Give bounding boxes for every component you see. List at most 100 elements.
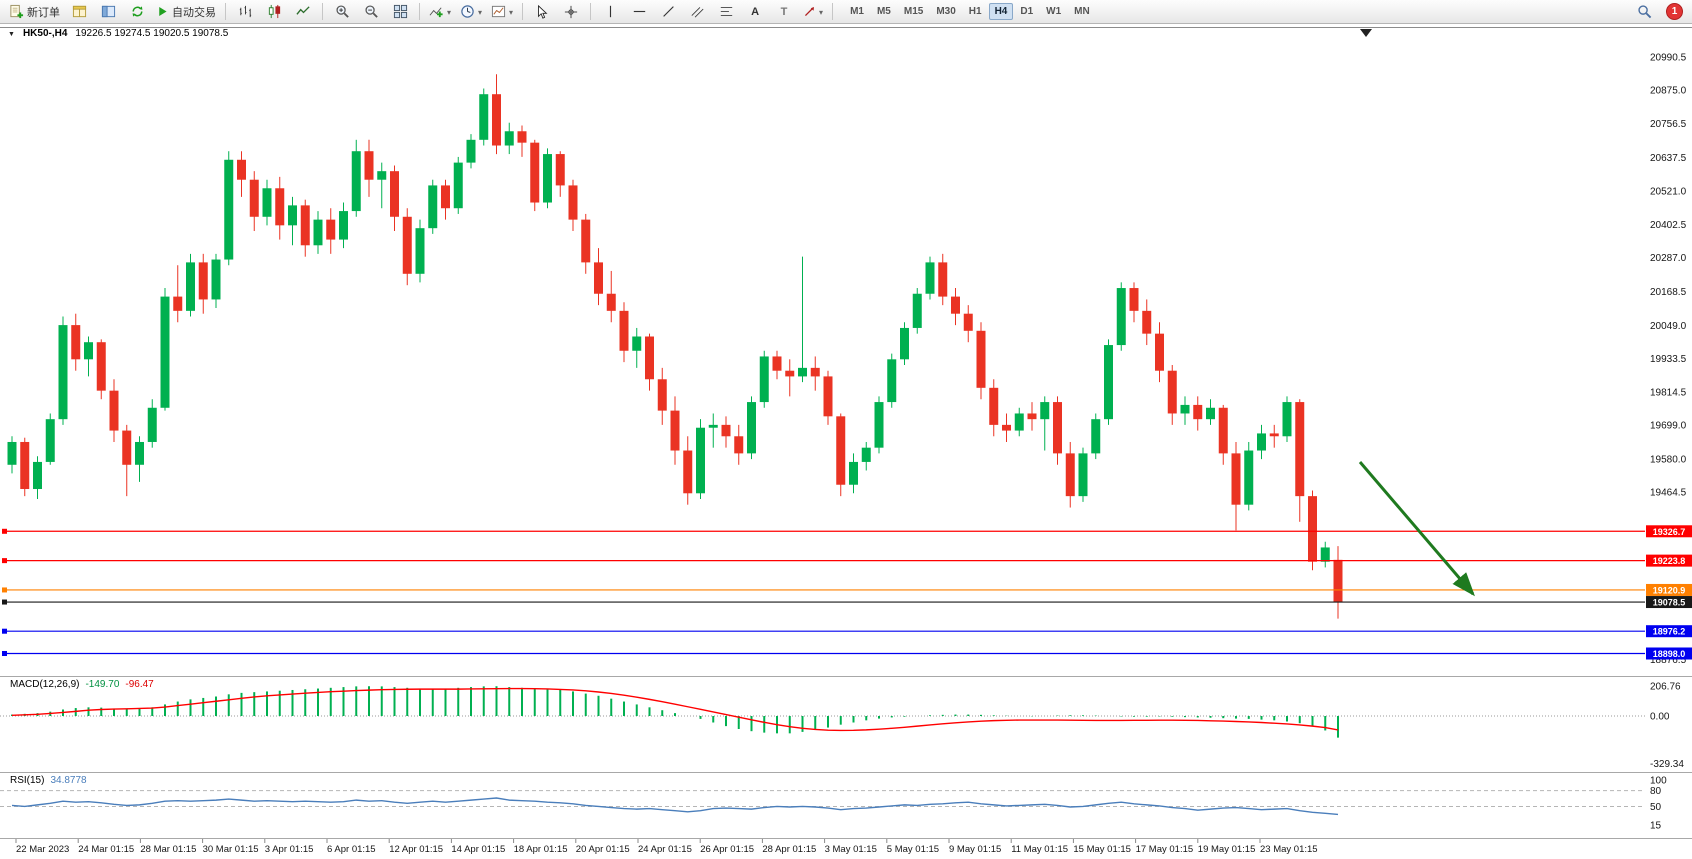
chart-symbol-period: HK50-,H4 (22, 28, 68, 39)
indicators-button[interactable] (425, 1, 455, 23)
svg-text:-329.34: -329.34 (1650, 759, 1684, 770)
new-order-button[interactable]: 新订单 (5, 1, 64, 23)
channel-tool-button[interactable] (683, 1, 711, 23)
svg-text:20168.5: 20168.5 (1650, 287, 1687, 298)
svg-text:100: 100 (1650, 776, 1667, 787)
timeframe-m15[interactable]: M15 (903, 6, 924, 17)
toolbar-right-group: 1 (1630, 1, 1687, 23)
market-watch-button[interactable] (65, 1, 93, 23)
macd-main-value: -149.70 (85, 679, 120, 690)
macd-label: MACD(12,26,9) -149.70 -96.47 (10, 679, 154, 690)
bar-chart-icon (239, 5, 251, 18)
trendline-icon (662, 6, 674, 17)
macd-pane: 206.76 0.00 -329.34 (0, 682, 1684, 770)
timeframe-m30[interactable]: M30 (936, 6, 956, 17)
new-order-icon (10, 4, 24, 19)
macd-signal-value: -96.47 (125, 679, 154, 690)
arrows-tool-button[interactable] (799, 1, 827, 23)
navigator-button[interactable] (94, 1, 122, 23)
chart-canvas[interactable]: 20990.5 20875.0 20756.5 20637.5 20521.0 20402… (0, 24, 1692, 859)
chart-title-bar: HK50-,H4 19226.5 19274.5 19020.5 19078.5 (8, 28, 228, 39)
crosshair-button[interactable] (557, 1, 585, 23)
svg-text:12 Apr 01:15: 12 Apr 01:15 (389, 844, 443, 855)
svg-text:15: 15 (1650, 820, 1662, 831)
auto-trading-button[interactable]: 自动交易 (152, 1, 220, 23)
svg-text:19120.9: 19120.9 (1653, 585, 1686, 595)
vertical-line-icon (609, 5, 611, 18)
svg-text:19223.8: 19223.8 (1653, 556, 1686, 566)
dropdown-caret-icon (447, 6, 451, 18)
svg-text:6 Apr 01:15: 6 Apr 01:15 (327, 844, 376, 855)
text-tool-button[interactable] (741, 1, 769, 23)
timeframe-mn[interactable]: MN (1074, 6, 1090, 17)
cursor-icon (538, 4, 548, 19)
indicators-icon (429, 7, 443, 18)
fibonacci-tool-button[interactable] (712, 1, 740, 23)
svg-text:50: 50 (1650, 802, 1662, 813)
svg-text:19464.5: 19464.5 (1650, 488, 1687, 499)
templates-button[interactable] (487, 1, 517, 23)
rsi-label: RSI(15) 34.8778 (10, 775, 87, 786)
hline-handle[interactable] (2, 628, 7, 634)
timeframe-h1[interactable]: H1 (968, 6, 982, 17)
trend-arrow[interactable] (1358, 461, 1475, 597)
price-axis: 20990.5 20875.0 20756.5 20637.5 20521.0 20402… (1650, 53, 1687, 667)
timeframe-h4[interactable]: H4 (988, 3, 1014, 20)
templates-icon (491, 5, 506, 18)
svg-text:20049.0: 20049.0 (1650, 321, 1687, 332)
hline-handle[interactable] (2, 528, 7, 534)
hline-handle[interactable] (2, 587, 7, 593)
svg-text:80: 80 (1650, 786, 1662, 797)
horizontal-line-tool-button[interactable] (625, 1, 653, 23)
auto-trading-label: 自动交易 (172, 6, 216, 19)
notification-badge[interactable]: 1 (1666, 3, 1683, 20)
toolbar-separator (832, 3, 834, 20)
vertical-line-tool-button[interactable] (596, 1, 624, 23)
cursor-button[interactable] (528, 1, 556, 23)
zoom-out-button[interactable] (357, 1, 385, 23)
timeframe-m5[interactable]: M5 (876, 6, 891, 17)
chart-menu-triangle-icon[interactable] (8, 28, 15, 39)
svg-text:18976.2: 18976.2 (1653, 627, 1686, 637)
svg-text:19933.5: 19933.5 (1650, 354, 1687, 365)
toolbar-separator (590, 3, 592, 20)
navigator-icon (101, 5, 115, 18)
market-watch-icon (72, 5, 86, 18)
timeframe-d1[interactable]: D1 (1020, 6, 1034, 17)
line-chart-button[interactable] (289, 1, 317, 23)
svg-text:3 Apr 01:15: 3 Apr 01:15 (265, 844, 314, 855)
svg-text:18898.0: 18898.0 (1653, 649, 1686, 659)
rsi-value: 34.8778 (50, 775, 87, 786)
label-tool-button[interactable] (770, 1, 798, 23)
hline-handle[interactable] (2, 650, 7, 656)
refresh-button[interactable] (123, 1, 151, 23)
trendline-tool-button[interactable] (654, 1, 682, 23)
crosshair-icon (564, 5, 578, 18)
svg-text:19326.7: 19326.7 (1653, 527, 1686, 537)
periods-button[interactable] (456, 1, 486, 23)
hline-handle[interactable] (2, 558, 7, 564)
candlestick-chart-button[interactable] (260, 1, 288, 23)
timeframe-w1[interactable]: W1 (1046, 6, 1062, 17)
svg-text:20402.5: 20402.5 (1650, 220, 1687, 231)
svg-text:19 May 01:15: 19 May 01:15 (1198, 844, 1256, 855)
timeframe-m1[interactable]: M1 (850, 6, 864, 17)
bar-chart-button[interactable] (231, 1, 259, 23)
hline-handle[interactable] (2, 599, 7, 605)
svg-text:3 May 01:15: 3 May 01:15 (825, 844, 877, 855)
dropdown-caret-icon (478, 6, 482, 18)
zoom-in-button[interactable] (328, 1, 356, 23)
svg-text:5 May 01:15: 5 May 01:15 (887, 844, 939, 855)
svg-text:19699.0: 19699.0 (1650, 421, 1687, 432)
svg-text:9 May 01:15: 9 May 01:15 (949, 844, 1001, 855)
svg-text:24 Apr 01:15: 24 Apr 01:15 (638, 844, 692, 855)
dropdown-caret-icon (509, 6, 513, 18)
svg-text:28 Apr 01:15: 28 Apr 01:15 (762, 844, 816, 855)
search-button[interactable] (1630, 1, 1658, 23)
toolbar-separator (225, 3, 226, 20)
tile-windows-button[interactable] (386, 1, 414, 23)
new-order-label: 新订单 (27, 6, 60, 19)
line-chart-icon (295, 6, 310, 15)
svg-text:19580.0: 19580.0 (1650, 455, 1687, 466)
